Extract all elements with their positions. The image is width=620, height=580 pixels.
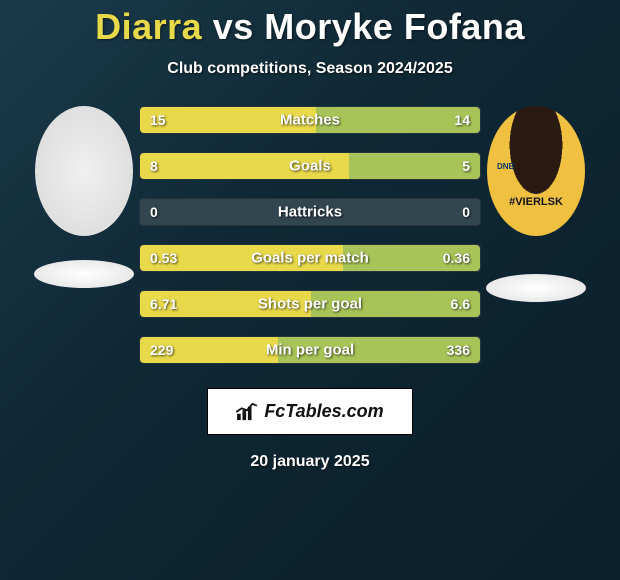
player1-side [29, 106, 139, 288]
stat-fill-player2 [343, 245, 480, 271]
page-title: Diarra vs Moryke Fofana [95, 6, 525, 48]
title-vs: vs [213, 6, 254, 47]
stat-fill-player2 [278, 337, 480, 363]
stat-fill-player1 [140, 153, 349, 179]
stat-fill-player2 [349, 153, 480, 179]
stat-bars: 1514Matches 85Goals 0 0Hattricks 0.530.36Goa… [139, 106, 481, 364]
brand-chart-icon [236, 403, 258, 421]
stat-value-player2: 0 [462, 204, 470, 220]
date-label: 20 january 2025 [250, 453, 369, 471]
subtitle: Club competitions, Season 2024/2025 [167, 60, 452, 78]
player1-avatar [35, 106, 133, 236]
stat-fill-player2 [316, 107, 480, 133]
stat-fill-player1 [140, 245, 343, 271]
title-player1: Diarra [95, 6, 202, 47]
stat-value-player1: 0 [150, 204, 158, 220]
stat-label: Hattricks [140, 204, 480, 221]
player2-side [481, 106, 591, 302]
stat-row: 6.716.6Shots per goal [139, 290, 481, 318]
comparison-card: Diarra vs Moryke Fofana Club competition… [0, 0, 620, 580]
brand-text: FcTables.com [264, 401, 383, 422]
stat-row: 0.530.36Goals per match [139, 244, 481, 272]
stat-row: 229336Min per goal [139, 336, 481, 364]
player2-club-badge [486, 274, 586, 302]
stat-row: 85Goals [139, 152, 481, 180]
title-player2: Moryke Fofana [264, 6, 525, 47]
brand-badge: FcTables.com [207, 388, 412, 435]
stat-row: 1514Matches [139, 106, 481, 134]
stat-fill-player1 [140, 337, 278, 363]
comparison-arena: 1514Matches 85Goals 0 0Hattricks 0.530.36Goa… [0, 106, 620, 364]
player1-club-badge [34, 260, 134, 288]
stat-fill-player1 [140, 107, 316, 133]
stat-fill-player1 [140, 291, 311, 317]
stat-row: 0 0Hattricks [139, 198, 481, 226]
player2-avatar [487, 106, 585, 236]
stat-fill-player2 [311, 291, 480, 317]
